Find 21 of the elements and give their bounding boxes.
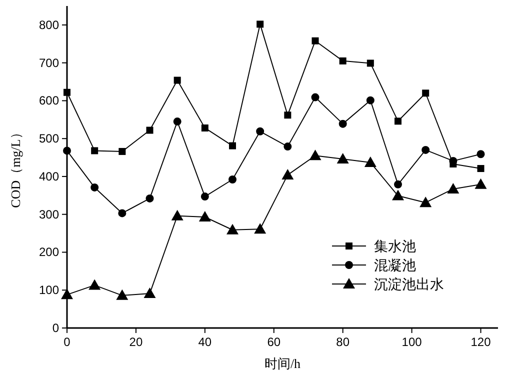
y-tick: 400	[38, 169, 59, 184]
y-tick: 200	[38, 245, 59, 260]
xlabel: 时间/h	[264, 356, 301, 371]
y-tick: 700	[38, 56, 59, 70]
y-tick: 300	[38, 207, 59, 222]
y-tick: 100	[38, 283, 59, 298]
ylabel: COD（mg/L）	[8, 126, 23, 208]
legend-label: 集水池	[374, 240, 416, 255]
legend-label: 混凝池	[374, 259, 416, 274]
y-tick: 0	[52, 321, 59, 335]
y-tick: 800	[38, 18, 59, 32]
x-tick: 40	[198, 335, 212, 349]
legend-label: 沉淀池出水	[374, 278, 444, 293]
x-tick: 80	[336, 335, 350, 349]
x-tick: 20	[129, 335, 143, 349]
x-tick: 120	[470, 335, 491, 349]
x-tick: 100	[402, 335, 422, 349]
x-tick: 0	[64, 335, 70, 349]
y-tick: 600	[38, 94, 59, 108]
x-tick: 60	[267, 335, 281, 349]
y-tick: 500	[38, 132, 59, 146]
